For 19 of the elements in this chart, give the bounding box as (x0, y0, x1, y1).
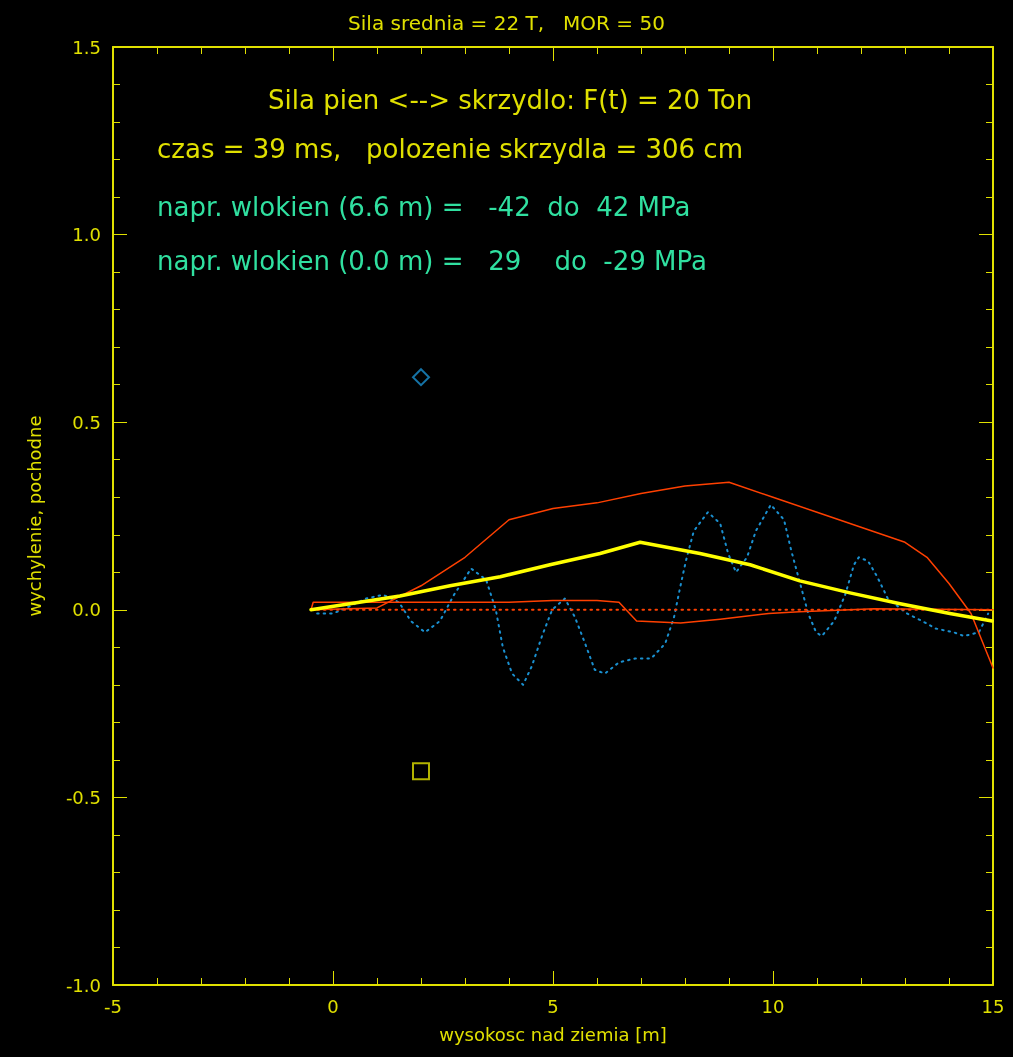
y-tick-label: -0.5 (65, 786, 101, 808)
annotation: napr. wlokien (0.0 m) = 29 do -29 MPa (157, 246, 707, 276)
annotation: Sila pien <--> skrzydlo: F(t) = 20 Ton (268, 85, 753, 115)
annotation: napr. wlokien (6.6 m) = -42 do 42 MPa (157, 192, 691, 222)
x-axis-title: wysokosc nad ziemia [m] (439, 1023, 667, 1045)
x-tick-label: -5 (104, 995, 122, 1017)
y-tick-label: 0.0 (72, 599, 101, 621)
x-tick-label: 10 (761, 995, 785, 1017)
y-tick-label: 1.0 (72, 224, 101, 246)
annotation: czas = 39 ms, polozenie skrzydla = 306 cm (157, 134, 743, 164)
chart-title: Sila srednia = 22 T, MOR = 50 (348, 11, 665, 35)
y-tick-label: 1.5 (72, 36, 101, 58)
y-axis-title: wychylenie, pochodne (23, 415, 45, 617)
x-tick-label: 15 (981, 995, 1005, 1017)
y-tick-label: 0.5 (72, 411, 101, 433)
y-tick-label: -1.0 (65, 974, 101, 996)
x-tick-label: 0 (327, 995, 339, 1017)
line-series (316, 503, 990, 686)
x-tick-label: 5 (547, 995, 559, 1017)
